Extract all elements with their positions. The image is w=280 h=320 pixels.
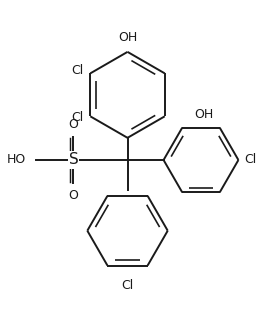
Text: S: S [69,153,78,167]
Text: O: O [69,189,78,202]
Text: Cl: Cl [71,64,83,77]
Text: Cl: Cl [71,111,83,124]
Text: OH: OH [118,31,137,44]
Text: O: O [69,118,78,131]
Text: Cl: Cl [122,279,134,292]
Text: OH: OH [194,108,213,121]
Text: HO: HO [7,154,26,166]
Text: Cl: Cl [244,154,256,166]
